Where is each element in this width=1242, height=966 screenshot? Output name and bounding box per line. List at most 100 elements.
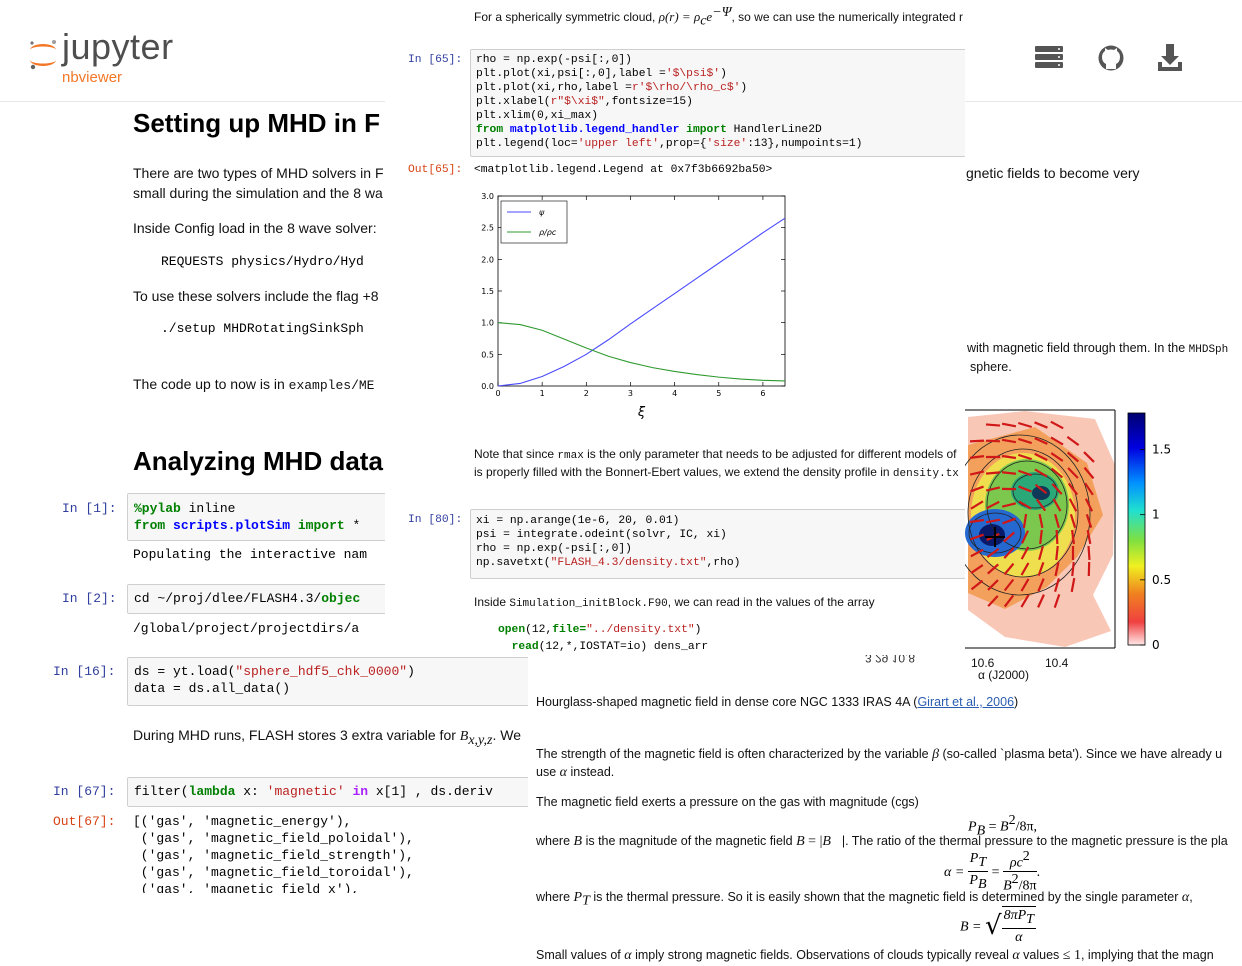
math: ρc (1009, 855, 1023, 871)
math: α (1015, 930, 1023, 946)
field-vector (1071, 561, 1075, 577)
overlay-notebook: For a spherically symmetric cloud, ρ(r) … (385, 0, 965, 656)
map-image (965, 409, 1116, 649)
code-line: open(12,file="../density.txt") (498, 623, 701, 637)
paragraph: To use these solvers include the flag +8 (133, 288, 379, 304)
text: During MHD runs, FLASH stores 3 extra va… (133, 727, 460, 743)
code-line: psi = integrate.odeint(solvr, IC, xi) (476, 528, 727, 542)
field-vector (1084, 482, 1094, 496)
paragraph: where PT is the thermal pressure. So it … (536, 889, 1193, 910)
inline-code: examples/ME (288, 378, 375, 393)
text: For a spherically symmetric cloud, (474, 10, 659, 24)
code-cell: %pylab inline from scripts.plotSim import… (127, 493, 429, 541)
equation: PB = B2/8π, (968, 813, 1037, 840)
code-cell: cd ~/proj/dlee/FLASH4.3/objec (127, 584, 429, 614)
server-icon[interactable] (1035, 46, 1063, 68)
code-line: plt.xlim(0,xi_max) (476, 109, 598, 123)
axis-label: α (J2000) (978, 668, 1029, 682)
x-tick-label: 2 (584, 389, 589, 398)
text: . We (492, 727, 521, 743)
paragraph: Inside Simulation_initBlock.F90, we can … (474, 594, 875, 612)
field-vector (1020, 562, 1030, 576)
code-token: ) (694, 624, 702, 636)
code-token (165, 518, 173, 533)
code-token: ,prop={ (659, 138, 707, 150)
code-line: np.savetxt("FLASH_4.3/density.txt",rho) (476, 556, 740, 570)
field-vector (970, 533, 984, 541)
text: instead. (567, 765, 615, 779)
code-token: 'size' (706, 138, 748, 150)
heading: Setting up MHD in F (133, 108, 380, 138)
paragraph: small during the simulation and the 8 wa (133, 185, 383, 201)
code-line: ('gas', 'magnetic_field_toroidal'), (133, 864, 414, 881)
logo-mark (30, 40, 56, 70)
text: is the thermal pressure. So it is easily… (589, 890, 1182, 904)
field-vector (1054, 513, 1060, 529)
equation: α = PT PB = ρc2 B2/8π. (944, 849, 1040, 895)
field-vector (1083, 466, 1095, 480)
paragraph: Note that since rmax is the only paramet… (474, 446, 956, 464)
fraction: PT PB (967, 850, 989, 893)
field-vector (1003, 547, 1015, 559)
field-vector (970, 485, 984, 493)
code-line: ds = yt.load("sphere_hdf5_chk_0000") (134, 663, 415, 680)
text: is properly filled with the Bonnert-Eber… (474, 465, 893, 479)
code-token: [('gas', 'magnetic_energy'), (133, 814, 352, 829)
field-vector (970, 564, 984, 574)
code-line: rho = np.exp(-psi[:,0]) (476, 53, 632, 67)
math: α (559, 765, 567, 780)
math: = (985, 819, 1001, 835)
field-vector (1054, 561, 1060, 577)
github-icon[interactable] (1098, 45, 1124, 71)
inline-code: MHDSph (1188, 344, 1229, 356)
text: where (536, 890, 574, 904)
math: α = (944, 865, 968, 881)
code-token: inline (180, 501, 236, 516)
legend-label: ρ/ρc (539, 228, 557, 237)
code-token: plt.plot(xi,rho,label = (476, 82, 632, 94)
citation-link[interactable]: Girart et al., 2006 (917, 695, 1015, 709)
text: imply strong magnetic fields. Observatio… (631, 948, 1013, 962)
field-vector (969, 518, 985, 524)
math: B (977, 877, 987, 893)
field-vector (1037, 578, 1045, 592)
y-tick-label: 3.0 (481, 192, 494, 201)
field-vector (970, 579, 984, 591)
math: B (459, 729, 469, 744)
field-vector (985, 423, 1001, 427)
code-token: "sphere_hdf5_chk_0000" (235, 664, 408, 679)
math: P (969, 873, 978, 889)
math: 2 (1011, 872, 1019, 888)
code-token (503, 124, 510, 136)
code-token: from (134, 518, 166, 533)
field-vector (1055, 545, 1059, 561)
code-line: plt.plot(xi,psi[:,0],label ='$\psi$') (476, 67, 727, 81)
heading: Analyzing MHD data (133, 446, 383, 476)
field-vector (1038, 545, 1044, 561)
field-vector (1017, 421, 1033, 429)
input-prompt: In [16]: (53, 664, 116, 679)
field-vector (1020, 578, 1030, 592)
code-token: plt.legend(loc= (476, 138, 578, 150)
input-prompt: In [65]: (408, 54, 463, 66)
math: P (968, 819, 977, 835)
paragraph: sphere. (970, 360, 1012, 374)
text: Hourglass-shaped magnetic field in dense… (536, 695, 918, 709)
math: = (988, 865, 1004, 881)
field-vector (1017, 453, 1033, 461)
output-prompt: Out[67]: (53, 814, 116, 829)
field-vector (1002, 517, 1016, 525)
code-cell: ds = yt.load("sphere_hdf5_chk_0000") data… (127, 657, 549, 706)
math: P (969, 851, 979, 867)
axis-tick-label: 10.6 (971, 656, 995, 670)
math: 2 (1008, 813, 1016, 828)
paragraph: is properly filled with the Bonnert-Eber… (474, 464, 959, 482)
text: The code up to now is in (133, 376, 289, 392)
download-icon[interactable] (1158, 44, 1182, 71)
input-prompt: In [1]: (62, 501, 117, 516)
text: is the only parameter that needs to be a… (583, 447, 957, 461)
cell-output: <matplotlib.legend.Legend at 0x7f3b6692b… (474, 164, 773, 176)
axis-label: 3 29 10.8 (865, 655, 916, 665)
field-vector (1034, 483, 1048, 495)
field-vector (1021, 530, 1029, 544)
